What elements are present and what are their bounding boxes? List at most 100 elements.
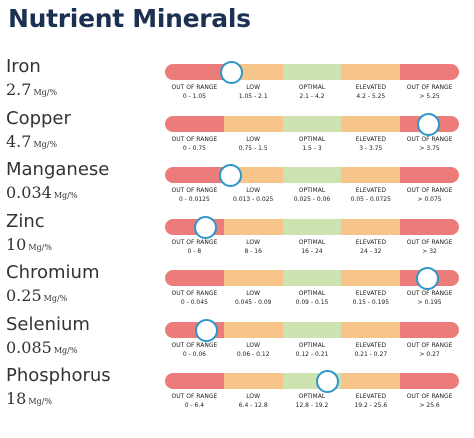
mineral-value-unit: Mg/% bbox=[53, 346, 78, 355]
range-label-name: OPTIMAL bbox=[298, 393, 326, 400]
range-label-values: 0.15 - 0.195 bbox=[352, 299, 390, 306]
range-segment-out-of-range bbox=[165, 373, 224, 389]
range-label: OPTIMAL 0.025 - 0.06 bbox=[283, 186, 342, 204]
range-label: ELEVATED 19.2 - 25.6 bbox=[341, 392, 400, 410]
range-label-values: > 5.25 bbox=[419, 93, 440, 100]
range-segment-optimal bbox=[282, 270, 342, 286]
range-label-name: OUT OF RANGE bbox=[406, 393, 453, 400]
range-label-name: LOW bbox=[246, 393, 261, 400]
mineral-value-unit: Mg/% bbox=[53, 191, 78, 200]
range-label-name: OUT OF RANGE bbox=[406, 290, 453, 297]
mineral-value-number: 4.7 bbox=[6, 132, 32, 151]
range-segment-low bbox=[223, 270, 283, 286]
range-segment-out-of-range bbox=[400, 219, 459, 235]
range-label-name: ELEVATED bbox=[355, 290, 386, 297]
mineral-value: 0.034 Mg/% bbox=[6, 183, 77, 202]
range-segment-elevated bbox=[341, 373, 401, 389]
range-label-name: LOW bbox=[246, 342, 261, 349]
range-label-name: OUT OF RANGE bbox=[171, 84, 218, 91]
range-segment-elevated bbox=[341, 219, 401, 235]
range-label: OPTIMAL 12.8 - 19.2 bbox=[283, 392, 342, 410]
range-label: OUT OF RANGE 0 - 0.045 bbox=[165, 289, 224, 307]
range-label-values: 16 - 24 bbox=[301, 248, 323, 255]
range-label-values: 19.2 - 25.6 bbox=[354, 402, 388, 409]
range-bar bbox=[165, 64, 459, 80]
mineral-row-zinc: Zinc 10 Mg/% OUT OF RANGE 0 - 8 LOW 8 - 16 OPTI… bbox=[0, 211, 474, 263]
range-segment-elevated bbox=[341, 64, 401, 80]
range-label-values: 0 - 0.0125 bbox=[179, 196, 210, 203]
range-label-values: 1.05 - 2.1 bbox=[238, 93, 268, 100]
range-label: OUT OF RANGE 0 - 0.0125 bbox=[165, 186, 224, 204]
range-segment-low bbox=[223, 116, 283, 132]
mineral-row-manganese: Manganese 0.034 Mg/% OUT OF RANGE 0 - 0.0125… bbox=[0, 159, 474, 211]
range-labels: OUT OF RANGE 0 - 6.4 LOW 6.4 - 12.8 OPTIMAL 1… bbox=[165, 392, 459, 410]
range-bar bbox=[165, 373, 459, 389]
mineral-row-iron: Iron 2.7 Mg/% OUT OF RANGE 0 - 1.05 LOW 1.05 -… bbox=[0, 56, 474, 108]
range-segment-out-of-range bbox=[400, 373, 459, 389]
range-label-values: > 0.195 bbox=[417, 299, 442, 306]
range-bar bbox=[165, 270, 459, 286]
range-label: OUT OF RANGE > 0.075 bbox=[400, 186, 459, 204]
range-bar bbox=[165, 167, 459, 183]
range-segment-out-of-range bbox=[165, 116, 224, 132]
range-segment-elevated bbox=[341, 116, 401, 132]
range-segment-out-of-range bbox=[165, 64, 224, 80]
range-label: OUT OF RANGE > 32 bbox=[400, 238, 459, 256]
range-label-name: ELEVATED bbox=[355, 136, 386, 143]
page-title: Nutrient Minerals bbox=[8, 4, 251, 33]
level-marker bbox=[417, 113, 441, 136]
range-segment-out-of-range bbox=[400, 322, 459, 338]
range-label: OUT OF RANGE 0 - 0.75 bbox=[165, 135, 224, 153]
mineral-value-number: 18 bbox=[6, 389, 27, 408]
range-label-name: OPTIMAL bbox=[298, 136, 326, 143]
range-label-values: 0.12 - 0.21 bbox=[295, 351, 329, 358]
range-label-name: OUT OF RANGE bbox=[406, 187, 453, 194]
range-label-name: ELEVATED bbox=[355, 239, 386, 246]
range-label-values: 4.2 - 5.25 bbox=[356, 93, 386, 100]
range-segment-out-of-range bbox=[165, 167, 224, 183]
range-label: OUT OF RANGE > 3.75 bbox=[400, 135, 459, 153]
mineral-name: Chromium bbox=[6, 262, 100, 283]
range-label-name: OUT OF RANGE bbox=[406, 84, 453, 91]
range-label-values: 0.05 - 0.0725 bbox=[350, 196, 391, 203]
range-segment-out-of-range bbox=[165, 270, 224, 286]
range-label-name: OUT OF RANGE bbox=[171, 239, 218, 246]
mineral-name: Copper bbox=[6, 108, 71, 129]
range-label-values: 1.5 - 3 bbox=[302, 145, 322, 152]
range-label: ELEVATED 24 - 32 bbox=[341, 238, 400, 256]
mineral-value-number: 0.25 bbox=[6, 286, 42, 305]
range-label-name: OUT OF RANGE bbox=[171, 393, 218, 400]
range-label-values: 0 - 0.06 bbox=[182, 351, 206, 358]
range-label: OUT OF RANGE > 0.27 bbox=[400, 341, 459, 359]
range-label: OUT OF RANGE 0 - 6.4 bbox=[165, 392, 224, 410]
range-label-values: 6.4 - 12.8 bbox=[238, 402, 268, 409]
range-labels: OUT OF RANGE 0 - 0.0125 LOW 0.013 - 0.025 OP… bbox=[165, 186, 459, 204]
range-label-values: 0 - 6.4 bbox=[184, 402, 205, 409]
range-label-values: 0.025 - 0.06 bbox=[293, 196, 331, 203]
range-label: OPTIMAL 0.09 - 0.15 bbox=[283, 289, 342, 307]
range-segment-out-of-range bbox=[400, 167, 459, 183]
range-label-name: LOW bbox=[246, 84, 261, 91]
range-label-values: 0.75 - 1.5 bbox=[238, 145, 268, 152]
range-label: LOW 0.045 - 0.09 bbox=[224, 289, 283, 307]
range-label-name: OPTIMAL bbox=[298, 239, 326, 246]
range-segment-optimal bbox=[282, 64, 342, 80]
range-label-values: 2.1 - 4.2 bbox=[299, 93, 325, 100]
mineral-value-unit: Mg/% bbox=[33, 88, 58, 97]
mineral-value-unit: Mg/% bbox=[33, 140, 58, 149]
range-label: OUT OF RANGE 0 - 0.06 bbox=[165, 341, 224, 359]
range-label: LOW 1.05 - 2.1 bbox=[224, 83, 283, 101]
level-marker bbox=[218, 164, 242, 187]
range-segment-low bbox=[223, 373, 283, 389]
range-label-values: > 0.075 bbox=[417, 196, 442, 203]
mineral-value-number: 0.034 bbox=[6, 183, 52, 202]
range-segment-elevated bbox=[341, 322, 401, 338]
range-label-name: LOW bbox=[246, 239, 261, 246]
range-label: ELEVATED 4.2 - 5.25 bbox=[341, 83, 400, 101]
mineral-value-number: 10 bbox=[6, 235, 27, 254]
range-bar bbox=[165, 116, 459, 132]
range-label-values: > 3.75 bbox=[419, 145, 440, 152]
mineral-name: Selenium bbox=[6, 314, 90, 335]
range-label-name: ELEVATED bbox=[355, 84, 386, 91]
level-marker bbox=[195, 319, 219, 342]
